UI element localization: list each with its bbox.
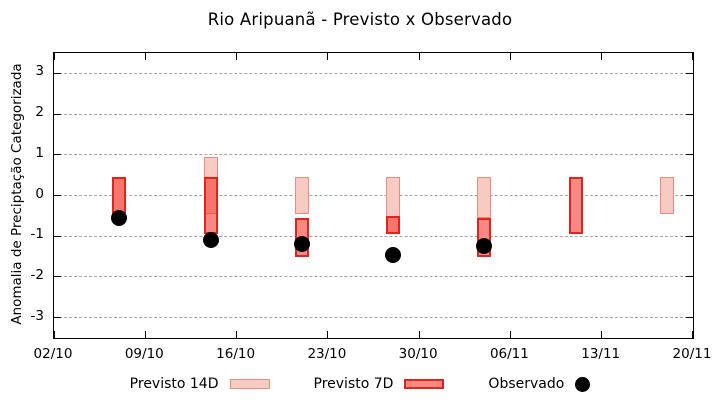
x-tick-label: 16/10	[216, 346, 256, 362]
observado-dot	[293, 236, 310, 253]
x-tick-label: 06/11	[489, 346, 529, 362]
y-tick-label: 1	[35, 144, 44, 161]
legend-item-previsto-7d: Previsto 7D	[314, 376, 445, 392]
y-tick-mark	[686, 276, 693, 278]
y-tick-label: -2	[30, 266, 44, 283]
bar-previsto-7d	[568, 177, 583, 235]
gridline	[54, 72, 693, 74]
x-tick-label: 09/10	[124, 346, 164, 362]
observado-dot	[111, 209, 128, 226]
y-tick-mark	[686, 195, 693, 196]
bar-previsto-7d	[112, 177, 127, 214]
y-tick-label: 2	[35, 104, 44, 121]
y-tick-label: 0	[35, 185, 44, 202]
legend-swatch-previsto-7d-icon	[404, 379, 445, 389]
x-tick-mark	[327, 331, 329, 338]
y-tick-mark	[54, 72, 61, 74]
y-tick-mark	[54, 195, 61, 196]
legend-dot-observado-icon	[575, 376, 591, 392]
y-tick-mark	[686, 235, 693, 237]
gridline	[54, 113, 693, 115]
y-tick-mark	[686, 154, 693, 156]
y-tick-mark	[54, 276, 61, 278]
gridline	[54, 154, 693, 156]
x-tick-mark	[418, 331, 420, 338]
x-tick-mark	[692, 53, 693, 60]
observado-dot	[385, 246, 402, 263]
x-tick-mark	[236, 331, 238, 338]
legend-label-previsto-7d: Previsto 7D	[313, 376, 394, 392]
x-tick-label: 13/11	[581, 346, 621, 362]
bar-previsto-7d	[386, 215, 401, 235]
y-tick-mark	[686, 113, 693, 115]
bar-previsto-14d	[294, 177, 309, 214]
y-tick-mark	[686, 72, 693, 74]
bar-previsto-14d	[477, 177, 492, 218]
x-tick-mark	[144, 331, 146, 338]
gridline	[54, 276, 693, 278]
x-tick-label: 20/11	[672, 346, 712, 362]
x-tick-label: 23/10	[307, 346, 347, 362]
x-tick-mark	[54, 53, 55, 60]
y-tick-mark	[686, 317, 693, 319]
x-tick-mark	[418, 53, 420, 60]
observado-dot	[202, 232, 219, 249]
x-tick-label: 02/10	[33, 346, 73, 362]
y-tick-mark	[54, 235, 61, 237]
legend-swatch-previsto-14d-icon	[229, 379, 270, 389]
bar-previsto-14d	[659, 177, 674, 214]
gridline	[54, 235, 693, 237]
observado-dot	[476, 238, 493, 255]
legend-item-previsto-14d: Previsto 14D	[130, 376, 270, 392]
y-tick-label: -3	[30, 307, 44, 324]
x-tick-label: 30/10	[398, 346, 438, 362]
bar-previsto-7d	[203, 177, 218, 235]
x-tick-mark	[509, 53, 511, 60]
x-tick-mark	[54, 331, 55, 338]
y-tick-mark	[54, 154, 61, 156]
legend-label-previsto-14d: Previsto 14D	[129, 376, 219, 392]
legend-item-observado: Observado	[488, 376, 591, 392]
gridline	[54, 195, 693, 196]
y-tick-mark	[54, 113, 61, 115]
y-tick-label: 3	[35, 63, 44, 80]
x-tick-mark	[601, 331, 603, 338]
chart-title: Rio Aripuanã - Previsto x Observado	[207, 10, 513, 29]
gridline	[54, 317, 693, 319]
x-tick-mark	[601, 53, 603, 60]
x-tick-mark	[236, 53, 238, 60]
legend-label-observado: Observado	[488, 376, 565, 392]
x-tick-mark	[692, 331, 693, 338]
x-tick-mark	[144, 53, 146, 60]
legend: Previsto 14D Previsto 7D Observado	[0, 371, 720, 397]
y-tick-mark	[54, 317, 61, 319]
plot-area	[53, 52, 694, 339]
y-tick-label: -1	[30, 226, 44, 243]
x-tick-mark	[327, 53, 329, 60]
x-tick-mark	[509, 331, 511, 338]
